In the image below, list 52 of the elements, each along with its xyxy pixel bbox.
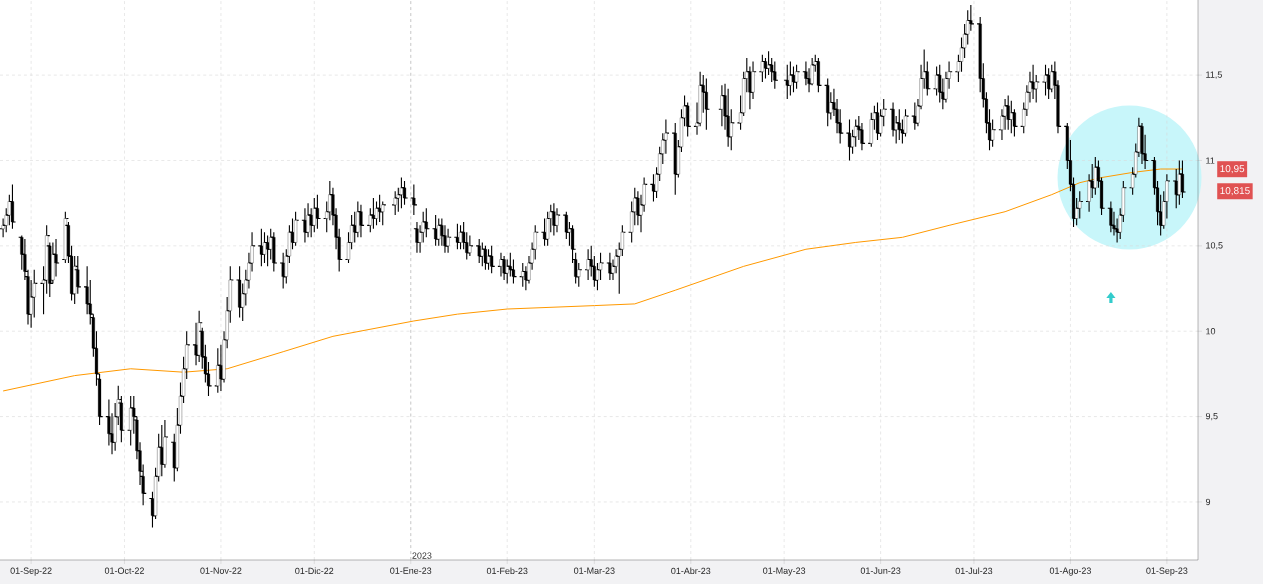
y-tick-label: 9,5 (1205, 412, 1218, 421)
candlestick (771, 60, 779, 90)
x-tick-label: 01-Oct-22 (104, 567, 144, 574)
candlestick (783, 64, 791, 100)
candlestick (575, 262, 583, 288)
candlestick (257, 228, 266, 267)
candlestick (410, 183, 418, 216)
candlestick (1175, 159, 1183, 206)
ref-line-label: 2023 (412, 552, 432, 559)
candlestick (453, 223, 462, 250)
candlestick (431, 214, 440, 247)
candlestick (357, 204, 365, 238)
candlestick (466, 235, 474, 257)
candlestick (478, 241, 486, 267)
x-tick-label: 01-Ene-23 (390, 567, 432, 574)
candlestick (702, 77, 711, 131)
candlestick (758, 54, 767, 83)
candlestick (845, 118, 854, 162)
x-tick-label: 01-Jun-23 (860, 567, 901, 574)
candlestick (967, 4, 975, 32)
candlestick (235, 265, 244, 319)
x-tick-label: 01-Sep-23 (1146, 567, 1188, 576)
candlestick (369, 197, 378, 230)
candlestick (487, 245, 496, 274)
candlestick (304, 202, 312, 238)
text: 10,95 (1220, 165, 1245, 174)
candlestick (1041, 64, 1050, 97)
candlestick (606, 252, 614, 281)
candlestick (553, 207, 561, 233)
y-tick-label: 9 (1205, 498, 1211, 506)
candlestick (500, 255, 508, 281)
candlestick (260, 231, 269, 264)
candlestick (270, 231, 278, 273)
x-tick-label: 01-Mar-23 (574, 567, 615, 574)
x-tick-label: 01-May-23 (763, 567, 806, 576)
x-tick-label: 01-Dic-22 (295, 567, 334, 575)
text: 10,815 (1220, 187, 1250, 196)
y-tick-label: 10,5 (1206, 242, 1223, 250)
x-tick-label: 01-Sep-22 (10, 567, 52, 576)
x-tick-label: 01-Nov-22 (200, 567, 242, 574)
x-tick-label: 01-Abr-23 (671, 567, 711, 575)
candlestick (310, 197, 318, 233)
candlestick (824, 77, 832, 127)
candlestick (550, 202, 558, 237)
candlestick (301, 207, 309, 243)
y-tick-label: 11 (1206, 157, 1215, 164)
x-tick-label: 01-Jul-23 (955, 567, 993, 575)
y-tick-label: 11,5 (1206, 71, 1222, 79)
x-tick-label: 01-Ago-23 (1049, 567, 1091, 576)
y-tick-label: 10 (1206, 328, 1216, 335)
candlestick (792, 64, 801, 90)
x-tick-label: 01-Feb-23 (486, 567, 528, 575)
